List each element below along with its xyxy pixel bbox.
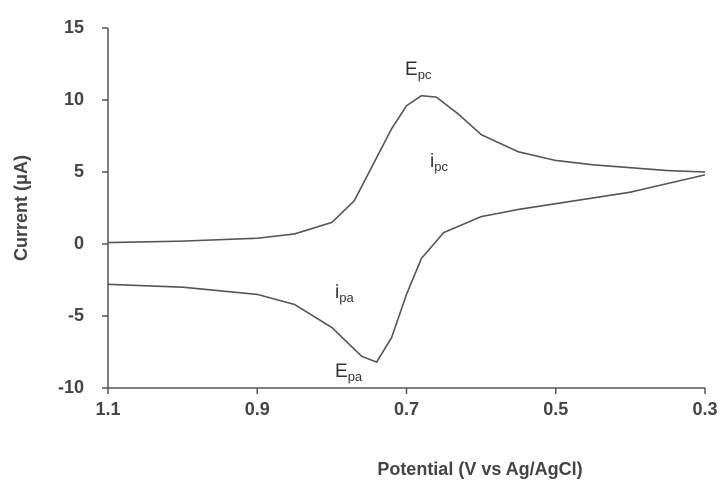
y-tick-label: -10 xyxy=(58,377,84,397)
annotation-main: E xyxy=(405,59,418,80)
annotation-main: i xyxy=(430,151,434,172)
annotation-sub: pa xyxy=(339,290,354,305)
x-axis-label: Potential (V vs Ag/AgCl) xyxy=(377,459,582,479)
annotation-main: i xyxy=(335,282,339,303)
y-tick-label: 10 xyxy=(64,89,84,109)
x-tick-label: 0.7 xyxy=(394,399,419,419)
y-tick-label: -5 xyxy=(68,305,84,325)
x-tick-label: 0.3 xyxy=(692,399,717,419)
annotation: Epa xyxy=(335,361,363,384)
x-tick-label: 0.5 xyxy=(543,399,568,419)
annotation-sub: pa xyxy=(348,369,363,384)
annotation-sub: pc xyxy=(434,159,448,174)
y-tick-label: 5 xyxy=(74,161,84,181)
annotation-sub: pc xyxy=(418,67,432,82)
x-tick-label: 0.9 xyxy=(245,399,270,419)
annotation-main: E xyxy=(335,361,348,382)
annotation: Epc xyxy=(405,59,432,82)
curve xyxy=(107,94,706,244)
y-axis-label: Current (μA) xyxy=(11,155,31,261)
curve xyxy=(107,174,706,364)
x-tick-label: 1.1 xyxy=(95,399,120,419)
annotation: ipa xyxy=(335,282,354,305)
annotation: ipc xyxy=(430,151,448,174)
y-tick-label: 15 xyxy=(64,17,84,37)
y-tick-label: 0 xyxy=(74,233,84,253)
